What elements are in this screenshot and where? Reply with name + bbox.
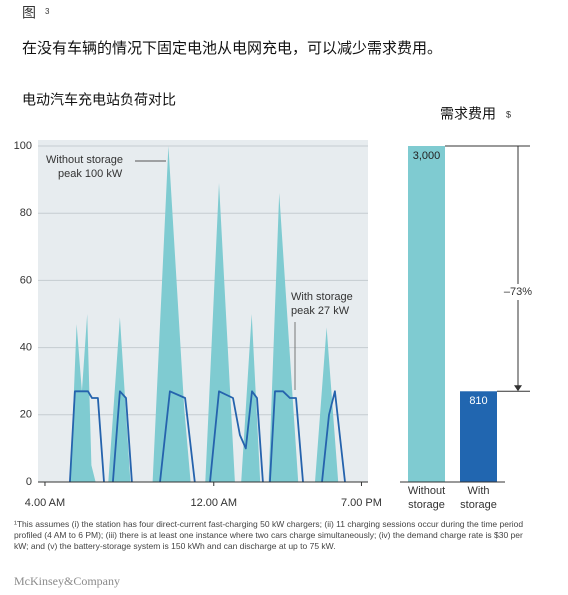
x-tick-label: 7.00 PM (341, 497, 382, 509)
arrow-head (514, 385, 522, 392)
change-label: –73% (504, 286, 532, 298)
y-tick-label: 20 (20, 409, 32, 421)
chart-title: 电动汽车充电站负荷对比 (22, 92, 176, 108)
category-label: Without storage (408, 485, 445, 511)
bar (408, 146, 445, 482)
label-bg (500, 284, 536, 300)
chart: 图 3 在没有车辆的情况下固定电池从电网充电，可以减少需求费用。 电动汽车充电站… (13, 4, 536, 511)
annotation: With storage (291, 291, 353, 303)
y-tick-label: 60 (20, 274, 32, 286)
y-tick-label: 100 (14, 140, 32, 152)
footnote: ¹This assumes (i) the station has four d… (14, 519, 524, 551)
figure-label: 图 (22, 5, 36, 21)
bar-title: 需求费用 (440, 106, 496, 122)
y-tick-label: 80 (20, 207, 32, 219)
line (69, 390, 346, 483)
value-label: 810 (469, 395, 487, 407)
plot-background (38, 140, 368, 482)
headline: 在没有车辆的情况下固定电池从电网充电，可以减少需求费用。 (22, 40, 442, 57)
category-label: With storage (460, 485, 497, 511)
x-tick-label: 12.00 AM (191, 497, 237, 509)
bar-unit: $ (506, 109, 511, 119)
bar (460, 391, 497, 482)
area (70, 146, 339, 482)
x-tick-label: 4.00 AM (25, 497, 65, 509)
value-label: 3,000 (413, 150, 441, 162)
logo: McKinsey&Company (14, 574, 120, 588)
figure-number: 3 (45, 7, 50, 16)
annotation: peak 100 kW (58, 168, 123, 180)
y-tick-label: 40 (20, 342, 32, 354)
annotation: peak 27 kW (291, 305, 350, 317)
y-tick-label: 0 (26, 476, 32, 488)
annotation: Without storage (46, 154, 123, 166)
